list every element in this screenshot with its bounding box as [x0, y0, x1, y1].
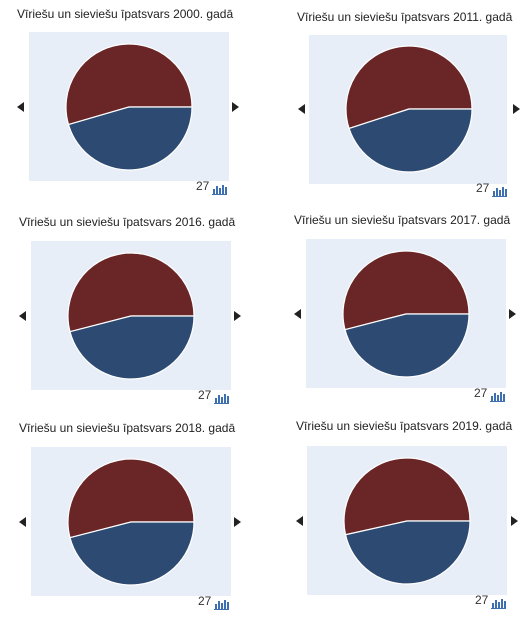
pie-chart	[67, 252, 195, 380]
bar-chart-icon[interactable]	[490, 391, 505, 402]
pie-slice-2[interactable]	[348, 108, 473, 173]
record-count: 27	[475, 593, 489, 607]
bar-chart-icon[interactable]	[212, 184, 227, 195]
previous-arrow-icon[interactable]	[294, 309, 301, 319]
next-arrow-icon[interactable]	[234, 517, 241, 527]
next-arrow-icon[interactable]	[232, 102, 239, 112]
pie-chart	[342, 250, 470, 378]
pie-slice-2[interactable]	[69, 315, 195, 380]
pie-slice-2[interactable]	[344, 520, 471, 585]
pie-chart	[67, 458, 195, 586]
pie-slice-1[interactable]	[343, 457, 471, 536]
previous-arrow-icon[interactable]	[17, 102, 24, 112]
pie-chart	[343, 457, 471, 585]
previous-arrow-icon[interactable]	[19, 311, 26, 321]
previous-arrow-icon[interactable]	[296, 516, 303, 526]
chart-title: Vīriešu un sieviešu īpatsvars 2011. gadā	[297, 10, 513, 24]
pie-chart	[345, 45, 473, 173]
chart-title: Vīriešu un sieviešu īpatsvars 2019. gadā	[296, 419, 513, 433]
pie-slice-1[interactable]	[65, 43, 193, 126]
bar-chart-icon[interactable]	[214, 599, 229, 610]
pie-slice-1[interactable]	[67, 458, 195, 539]
chart-title: Vīriešu un sieviešu īpatsvars 2000. gadā	[17, 7, 234, 21]
record-count: 27	[196, 179, 210, 193]
pie-slice-1[interactable]	[345, 45, 473, 130]
previous-arrow-icon[interactable]	[19, 517, 26, 527]
pie-slice-1[interactable]	[67, 252, 195, 333]
chart-title: Vīriešu un sieviešu īpatsvars 2018. gadā	[19, 421, 236, 435]
pie-slice-2[interactable]	[69, 521, 195, 586]
pie-chart	[65, 43, 193, 171]
record-count: 27	[198, 594, 212, 608]
record-count: 27	[474, 386, 488, 400]
bar-chart-icon[interactable]	[491, 598, 506, 609]
next-arrow-icon[interactable]	[511, 516, 518, 526]
next-arrow-icon[interactable]	[513, 104, 520, 114]
pie-slice-1[interactable]	[342, 250, 470, 331]
next-arrow-icon[interactable]	[234, 311, 241, 321]
pie-slice-2[interactable]	[67, 106, 193, 171]
record-count: 27	[476, 181, 490, 195]
bar-chart-icon[interactable]	[492, 186, 507, 197]
bar-chart-icon[interactable]	[214, 393, 229, 404]
chart-title: Vīriešu un sieviešu īpatsvars 2016. gadā	[19, 215, 236, 229]
chart-title: Vīriešu un sieviešu īpatsvars 2017. gadā	[294, 213, 511, 227]
previous-arrow-icon[interactable]	[298, 104, 305, 114]
next-arrow-icon[interactable]	[509, 309, 516, 319]
pie-slice-2[interactable]	[344, 313, 470, 378]
record-count: 27	[198, 388, 212, 402]
